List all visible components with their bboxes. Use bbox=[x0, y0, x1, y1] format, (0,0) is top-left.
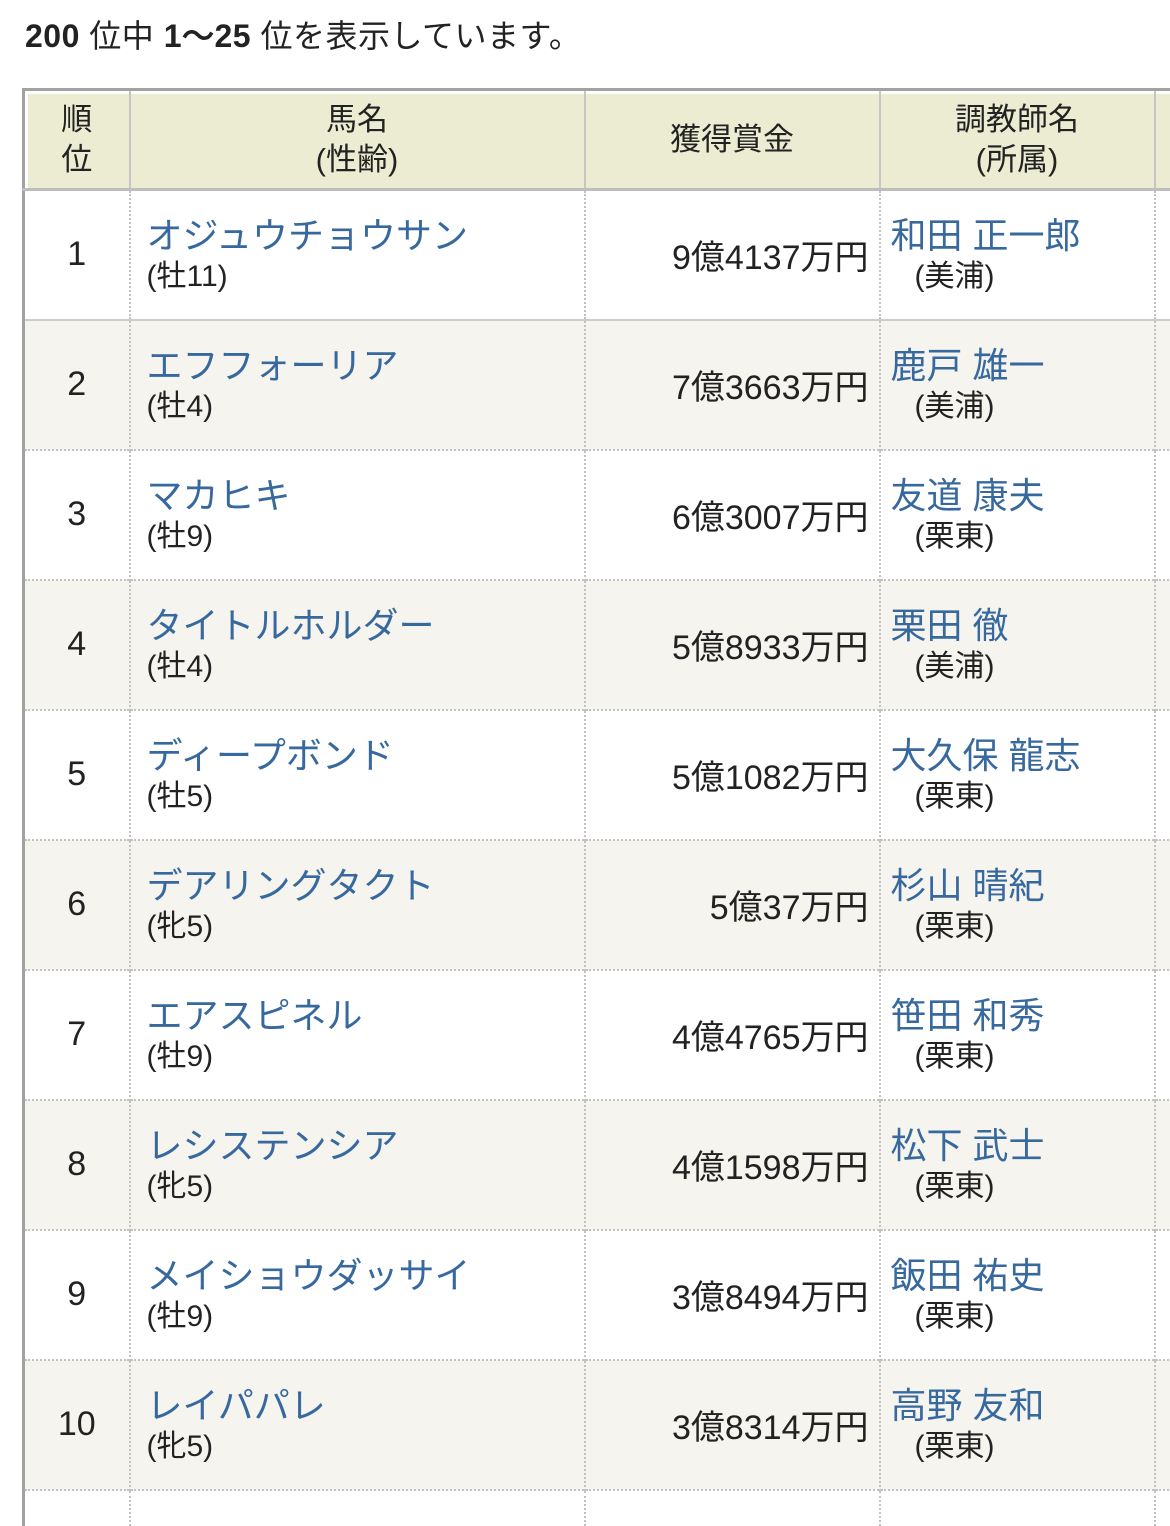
trainer-name-link[interactable]: 杉山 晴紀 bbox=[890, 864, 1045, 906]
summary-tail-text: 位を表示しています。 bbox=[251, 18, 582, 54]
trainer-name-link[interactable]: 鹿戸 雄一 bbox=[890, 344, 1045, 386]
sex-age: (牝5) bbox=[146, 1429, 214, 1463]
extra-cell-cutoff bbox=[1153, 189, 1170, 320]
table-row: 4 タイトルホルダー (牡4) 5億8933万円 栗田 徹 (美浦) bbox=[23, 578, 1170, 710]
extra-cell-cutoff bbox=[1153, 708, 1170, 840]
prize-cell: 4億4765万円 bbox=[583, 968, 880, 1100]
rank-cell: 7 bbox=[23, 968, 130, 1100]
prize-cell: 7億3663万円 bbox=[583, 318, 880, 450]
stable-affiliation: (栗東) bbox=[914, 519, 995, 553]
prize-cell: 4億1598万円 bbox=[583, 1098, 880, 1230]
stable-affiliation: (美浦) bbox=[914, 649, 995, 683]
horse-name-link[interactable]: マカヒキ bbox=[146, 474, 291, 516]
horse-name-link[interactable]: エアスピネル bbox=[146, 994, 363, 1036]
horse-name-link[interactable]: オジュウチョウサン bbox=[146, 214, 468, 256]
extra-cell-cutoff bbox=[1153, 1098, 1170, 1230]
stable-affiliation: (栗東) bbox=[914, 1429, 995, 1463]
extra-cell-cutoff bbox=[1153, 968, 1170, 1100]
header-prize: 獲得賞金 bbox=[583, 89, 880, 191]
trainer-name-link[interactable]: 大久保 龍志 bbox=[890, 734, 1081, 776]
prize-cell: 5億8933万円 bbox=[583, 578, 880, 710]
table-row: 3 マカヒキ (牡9) 6億3007万円 友道 康夫 (栗東) bbox=[23, 448, 1170, 580]
rank-cell: 3 bbox=[23, 448, 130, 580]
table-row: 8 レシステンシア (牝5) 4億1598万円 松下 武士 (栗東) bbox=[23, 1098, 1170, 1230]
extra-cell-cutoff bbox=[1153, 448, 1170, 580]
extra-cell-cutoff bbox=[1153, 1358, 1170, 1490]
stable-affiliation: (美浦) bbox=[914, 259, 995, 293]
trainer-name-link[interactable]: 高野 友和 bbox=[890, 1384, 1045, 1426]
trainer-name-link[interactable]: 松下 武士 bbox=[890, 1124, 1045, 1166]
rank-cell: 6 bbox=[23, 838, 130, 970]
sex-age: (牡9) bbox=[146, 519, 214, 553]
extra-cell-cutoff bbox=[1153, 578, 1170, 710]
header-rank: 順 位 bbox=[23, 89, 130, 191]
horse-name-link[interactable]: エフフォーリア bbox=[146, 344, 399, 386]
horse-name-link[interactable]: レイパパレ bbox=[146, 1384, 326, 1426]
prize-cell: 5億1082万円 bbox=[583, 708, 880, 840]
extra-cell-cutoff bbox=[1153, 318, 1170, 450]
trainer-name-link[interactable]: 友道 康夫 bbox=[890, 474, 1045, 516]
sex-age: (牡5) bbox=[146, 779, 214, 813]
horse-name-link[interactable]: ディープボンド bbox=[146, 734, 394, 776]
sex-age: (牡4) bbox=[146, 649, 214, 683]
rank-cell: 5 bbox=[23, 708, 130, 840]
stable-affiliation: (美浦) bbox=[914, 389, 995, 423]
prize-cell: 9億4137万円 bbox=[583, 189, 880, 320]
summary-mid-text: 位中 bbox=[79, 18, 164, 54]
horse-name-link[interactable]: デアリングタクト bbox=[146, 864, 435, 906]
trainer-name-link[interactable]: 飯田 祐史 bbox=[890, 1254, 1045, 1296]
trainer-name-link[interactable]: 和田 正一郎 bbox=[890, 214, 1081, 256]
prize-cell: 3億8494万円 bbox=[583, 1228, 880, 1360]
table-row: 9 メイショウダッサイ (牡9) 3億8494万円 飯田 祐史 (栗東) bbox=[23, 1228, 1170, 1360]
stable-affiliation: (栗東) bbox=[914, 1169, 995, 1203]
horse-name-link[interactable]: レシステンシア bbox=[146, 1124, 399, 1166]
prize-cell: 3億8314万円 bbox=[583, 1358, 880, 1490]
rank-cell: 1 bbox=[67, 235, 87, 274]
table-row: 1 オジュウチョウサン (牡11) 9億4137万円 和田 正一郎 (美浦) bbox=[24, 189, 1170, 320]
horse-name-link[interactable]: メイショウダッサイ bbox=[146, 1254, 471, 1296]
sex-age: (牡11) bbox=[146, 259, 228, 293]
header-trainer: 調教師名 (所属) bbox=[878, 89, 1155, 191]
stable-affiliation: (栗東) bbox=[914, 1299, 995, 1333]
table-row: 2 エフフォーリア (牡4) 7億3663万円 鹿戸 雄一 (美浦) bbox=[23, 318, 1170, 450]
extra-cell-cutoff bbox=[1153, 1228, 1170, 1360]
rank-cell: 4 bbox=[23, 578, 130, 710]
sex-age: (牡9) bbox=[146, 1039, 214, 1073]
stable-affiliation: (栗東) bbox=[914, 779, 995, 813]
sex-age: (牡4) bbox=[146, 389, 214, 423]
sex-age: (牝5) bbox=[146, 1169, 214, 1203]
header-horse-name: 馬名 (性齢) bbox=[128, 89, 585, 191]
sex-age: (牝5) bbox=[146, 909, 214, 943]
table-row-cutoff bbox=[23, 1488, 1170, 1526]
prize-cell: 6億3007万円 bbox=[583, 448, 880, 580]
extra-cell-cutoff bbox=[1153, 838, 1170, 970]
prize-ranking-table: 順 位 馬名 (性齢) 獲得賞金 調教師名 (所属) 1 オジュウチョウサン (… bbox=[22, 88, 1170, 1526]
table-header: 順 位 馬名 (性齢) 獲得賞金 調教師名 (所属) bbox=[23, 89, 1170, 191]
rank-cell: 10 bbox=[23, 1358, 130, 1490]
rank-cell: 2 bbox=[23, 318, 130, 450]
sex-age: (牡9) bbox=[146, 1299, 214, 1333]
table-row: 5 ディープボンド (牡5) 5億1082万円 大久保 龍志 (栗東) bbox=[23, 708, 1170, 840]
table-row: 7 エアスピネル (牡9) 4億4765万円 笹田 和秀 (栗東) bbox=[23, 968, 1170, 1100]
stable-affiliation: (栗東) bbox=[914, 909, 995, 943]
trainer-name-link[interactable]: 笹田 和秀 bbox=[890, 994, 1045, 1036]
prize-cell: 5億37万円 bbox=[583, 838, 880, 970]
rank-cell: 9 bbox=[23, 1228, 130, 1360]
header-extra-cutoff bbox=[1153, 89, 1170, 191]
horse-name-link[interactable]: タイトルホルダー bbox=[146, 604, 435, 646]
trainer-name-link[interactable]: 栗田 徹 bbox=[890, 604, 1009, 646]
table-body: 1 オジュウチョウサン (牡11) 9億4137万円 和田 正一郎 (美浦) 2… bbox=[23, 189, 1170, 1526]
table-row: 6 デアリングタクト (牝5) 5億37万円 杉山 晴紀 (栗東) bbox=[23, 838, 1170, 970]
result-range-summary: 200 位中 1〜25 位を表示しています。 bbox=[0, 0, 1170, 58]
rank-cell: 8 bbox=[23, 1098, 130, 1230]
total-count: 200 bbox=[25, 18, 80, 54]
stable-affiliation: (栗東) bbox=[914, 1039, 995, 1073]
table-row: 10 レイパパレ (牝5) 3億8314万円 高野 友和 (栗東) bbox=[23, 1358, 1170, 1490]
shown-range: 1〜25 bbox=[163, 18, 252, 54]
